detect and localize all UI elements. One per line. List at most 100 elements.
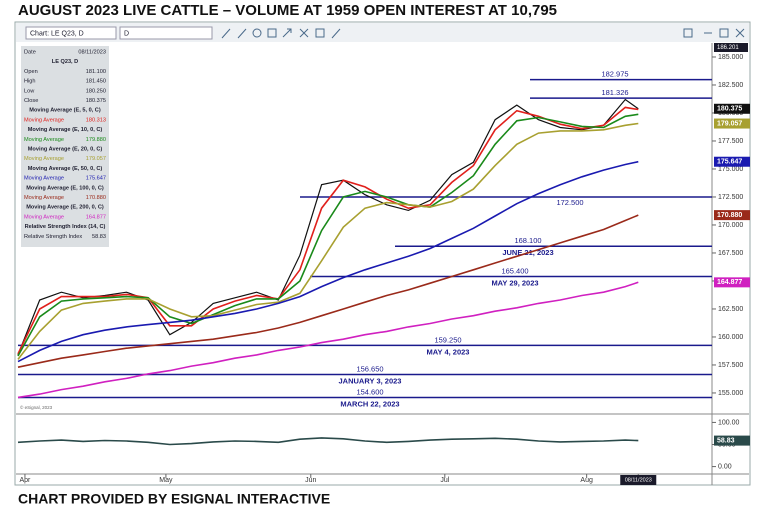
- symbol-field[interactable]: [25, 26, 117, 40]
- x-tick-label: Aug: [580, 477, 593, 484]
- tool-pencil[interactable]: [221, 28, 231, 39]
- indicator-line: [17, 437, 639, 446]
- tool-circle[interactable]: [252, 28, 262, 38]
- y-tick-label: 167.500: [718, 250, 743, 257]
- panel-heading: Moving Average (E, 5, 0, C): [29, 108, 101, 114]
- level-label: 159.250: [434, 335, 461, 344]
- panel-value: 164.877: [86, 214, 106, 220]
- toolbar-icons[interactable]: [221, 28, 745, 39]
- tool-cross[interactable]: [299, 28, 309, 38]
- interval-text: D: [124, 30, 129, 37]
- panel-label: Moving Average: [24, 176, 64, 182]
- panel-value: 181.100: [86, 69, 106, 75]
- y-tick-label: 155.000: [718, 390, 743, 397]
- panel-heading: Moving Average (E, 100, 0, C): [26, 185, 104, 191]
- last-value-label: 175.647: [717, 159, 742, 166]
- x-tick-label: 08/11/2023: [625, 477, 652, 483]
- panel-label: Close: [24, 98, 38, 104]
- indicator-line: [17, 160, 639, 363]
- level-date: JANUARY 3, 2023: [339, 376, 402, 385]
- level-label: 156.650: [356, 364, 383, 373]
- watermark: © eSignal, 2023: [20, 404, 53, 410]
- last-value-box: [714, 103, 750, 114]
- panel-value: 58.83: [92, 234, 106, 240]
- panel-value: 181.450: [86, 79, 106, 85]
- tool-arrow[interactable]: [282, 28, 292, 38]
- level-label: 165.400: [501, 266, 528, 275]
- last-value-box: [714, 156, 750, 167]
- panel-value: 170.880: [86, 195, 106, 201]
- panel-label: Moving Average: [24, 195, 64, 201]
- panel-heading: LE Q23, D: [52, 59, 78, 65]
- y-tick-label: 0.00: [718, 463, 732, 470]
- panel-label: Date: [24, 49, 36, 55]
- panel-label: Relative Strength Index: [24, 234, 82, 240]
- interval-field[interactable]: [119, 26, 213, 40]
- level-label: 181.326: [601, 88, 628, 97]
- last-value-label: 170.880: [717, 212, 742, 219]
- panel-heading: Moving Average (E, 200, 0, C): [26, 205, 104, 211]
- panel-value: 179.880: [86, 137, 106, 143]
- panel-label: High: [24, 79, 36, 85]
- last-value-label: 179.057: [717, 120, 742, 127]
- footer: CHART PROVIDED BY ESIGNAL INTERACTIVE: [18, 491, 330, 507]
- level-label: 168.100: [514, 236, 541, 245]
- win-close[interactable]: [735, 28, 745, 38]
- level-date: MARCH 22, 2023: [340, 399, 399, 408]
- panel-value: 175.647: [86, 176, 106, 182]
- panel-label: Moving Average: [24, 214, 64, 220]
- last-value-label: 164.877: [717, 279, 742, 286]
- win-restore[interactable]: [683, 28, 693, 38]
- y-tick-label: 160.000: [718, 334, 743, 341]
- y-tick-label: 162.500: [718, 306, 743, 313]
- level-label: 182.975: [601, 70, 628, 79]
- y-tick-label: 182.500: [718, 82, 743, 89]
- y-tick-label: 185.000: [718, 54, 743, 61]
- win-max[interactable]: [719, 28, 729, 38]
- panel-label: Moving Average: [24, 137, 64, 143]
- y-tick-label: 157.500: [718, 362, 743, 369]
- tool-line[interactable]: [237, 28, 247, 39]
- tool-box[interactable]: [315, 28, 325, 38]
- last-value-box: [714, 277, 750, 288]
- top-label-box: [714, 43, 748, 52]
- indicator-line: [17, 122, 639, 360]
- level-label: 172.500: [556, 198, 583, 207]
- panel-heading: Relative Strength Index (14, C): [25, 224, 106, 230]
- symbol-text: Chart: LE Q23, D: [30, 30, 84, 37]
- indicator-line: [17, 113, 639, 357]
- x-cursor-box: [620, 475, 657, 485]
- indicator-line: [17, 214, 639, 368]
- level-date: MAY 4, 2023: [427, 347, 470, 356]
- page-title: AUGUST 2023 LIVE CATTLE – VOLUME AT 1959…: [18, 2, 557, 19]
- x-tick-label: Jul: [440, 477, 449, 484]
- y-tick-label: 172.500: [718, 194, 743, 201]
- panel-heading: Moving Average (E, 10, 0, C): [28, 127, 103, 133]
- last-value-box: [714, 435, 750, 446]
- y-tick-label: 177.500: [718, 138, 743, 145]
- y-tick-label: 175.000: [718, 166, 743, 173]
- panel-value: 08/11/2023: [78, 49, 106, 55]
- last-value-label: 58.83: [717, 437, 735, 444]
- level-label: 154.600: [356, 387, 383, 396]
- level-date: MAY 29, 2023: [491, 278, 538, 287]
- chart-window: [14, 21, 751, 486]
- panel-value: 180.313: [86, 117, 106, 123]
- last-value-box: [714, 210, 750, 221]
- panel-value: 180.375: [86, 98, 106, 104]
- x-tick-label: Apr: [19, 477, 31, 484]
- panel-heading: Moving Average (E, 20, 0, C): [28, 146, 103, 152]
- panel-label: Open: [24, 69, 38, 75]
- panel-label: Moving Average: [24, 117, 64, 123]
- tool-rect[interactable]: [267, 28, 277, 38]
- x-tick-label: Jun: [305, 477, 316, 484]
- last-value-label: 180.375: [717, 106, 742, 113]
- tool-draw[interactable]: [331, 28, 341, 39]
- panel-value: 179.057: [86, 156, 106, 162]
- last-value-box: [714, 118, 750, 129]
- y-tick-label: 100.00: [718, 419, 740, 426]
- price-line: [17, 98, 639, 356]
- panel-label: Moving Average: [24, 156, 64, 162]
